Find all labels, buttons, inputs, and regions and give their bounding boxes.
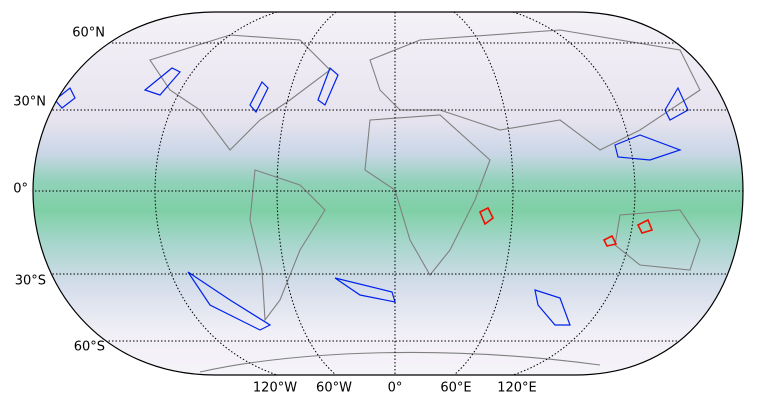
lat-label: 0° [13,182,28,197]
contour-blue [143,67,181,96]
lat-label: 30°N [13,95,46,110]
contour-blue [317,66,339,106]
lat-label: 60°S [74,340,105,355]
contour-blue [187,271,272,331]
lat-label: 30°S [15,274,46,289]
meridian [453,12,514,375]
meridian [512,12,636,375]
contour-red [478,206,495,226]
lon-label: 120°W [253,381,297,396]
contour-red [636,218,654,234]
contour-blue [534,289,571,326]
contour-blue [614,134,682,161]
map-frame [32,11,744,376]
contour-red [602,234,618,247]
contour-blue [249,80,269,114]
contour-blue [334,277,396,303]
coastline [364,114,491,276]
meridian [276,12,337,375]
coastline [199,351,601,373]
coastline [249,169,326,322]
coastline [149,34,331,151]
lon-label: 0° [388,381,403,396]
lon-label: 120°E [497,381,537,396]
meridian [154,12,278,375]
contour-blue [54,87,76,109]
lon-label: 60°W [316,381,352,396]
contour-blue [664,86,689,121]
lon-label: 60°E [440,381,471,396]
lat-label: 60°N [72,26,105,41]
